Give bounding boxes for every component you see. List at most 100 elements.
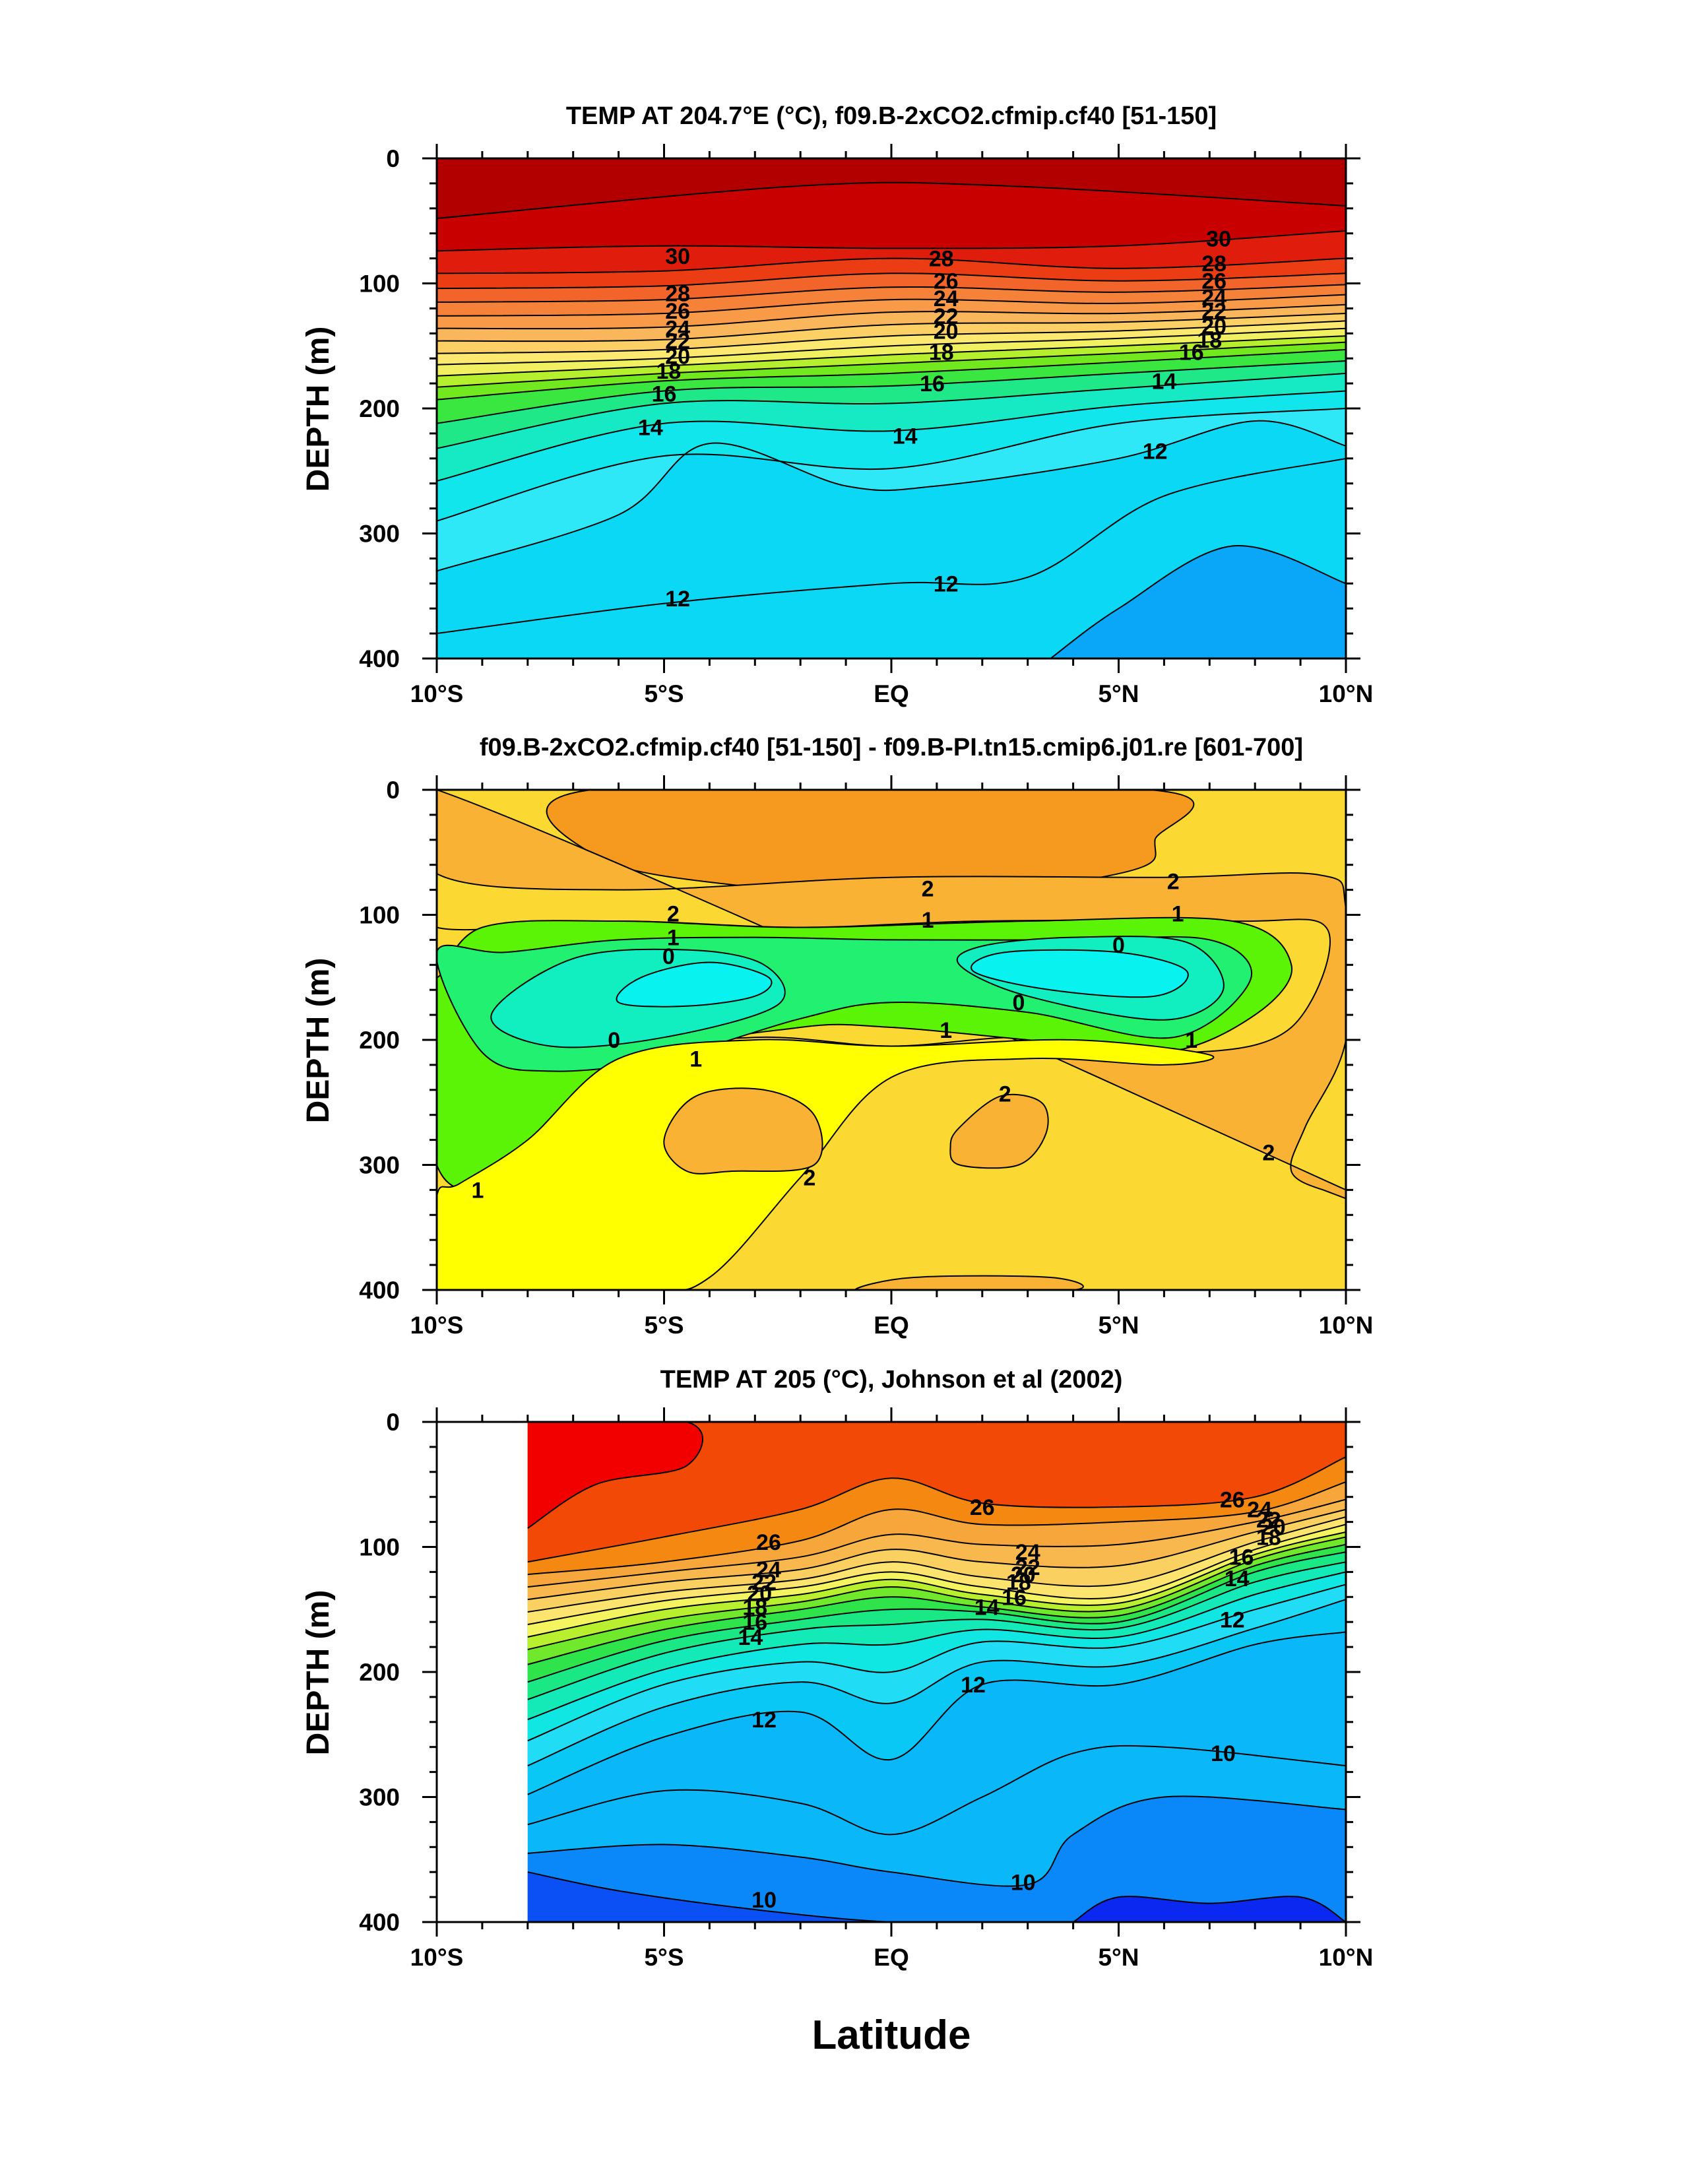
contour-line-24 — [527, 1508, 1346, 1601]
contour-label: 12 — [934, 571, 959, 596]
contour-label: 26 — [1220, 1487, 1245, 1512]
contour-line-13 — [437, 420, 1346, 572]
contour-plot-area: 26 26262424242222222020201818181616161414… — [527, 1422, 1346, 1922]
contour-line-13 — [527, 1631, 1346, 1795]
contour-label: 0 — [608, 1028, 620, 1053]
contour-label: 18 — [1006, 1570, 1031, 1595]
contour-label: 26 — [1201, 269, 1227, 294]
contour-line-11 — [1050, 545, 1346, 658]
x-tick-label: 10°N — [1319, 680, 1374, 707]
contour-label: 12 — [1220, 1607, 1245, 1632]
contour-label: 0 — [1112, 933, 1125, 958]
contour-band-10 — [527, 1872, 1346, 1922]
contour-label: 1 — [922, 908, 934, 933]
contour-label: 0 — [1012, 990, 1025, 1015]
contour-label: 22 — [1256, 1508, 1281, 1533]
panel-title: TEMP AT 205 (°C), Johnson et al (2002) — [660, 1366, 1123, 1394]
contour-label: 24 — [934, 286, 959, 311]
contour-label: 14 — [974, 1595, 1000, 1620]
x-tick-label: 10°N — [1319, 1312, 1374, 1339]
y-tick-label: 200 — [359, 1659, 400, 1686]
contour-region-2.5 — [949, 1093, 1049, 1169]
contour-label: 10 — [1011, 1870, 1036, 1895]
x-tick-label: 5°N — [1098, 1312, 1139, 1339]
contour-line-24 — [437, 304, 1346, 330]
contour-label: 16 — [742, 1610, 767, 1635]
contour-band-28 — [527, 1422, 703, 1529]
x-tick-label: 10°S — [410, 1944, 464, 1971]
contour-label: 2 — [999, 1081, 1011, 1107]
y-axis-label: DEPTH (m) — [301, 958, 336, 1124]
y-tick-label: 300 — [359, 1152, 400, 1179]
y-tick-label: 400 — [359, 645, 400, 672]
contour-label: 28 — [1201, 251, 1227, 276]
contour-label: 22 — [751, 1570, 777, 1595]
contour-label: 18 — [1197, 328, 1222, 353]
contour-label: 1 — [472, 1178, 484, 1203]
x-tick-label: 10°S — [410, 680, 464, 707]
panel-temperature-difference: f09.B-2xCO2.cfmip.cf40 [51-150] - f09.B-… — [301, 734, 1373, 1339]
contour-label: 1 — [1185, 1028, 1197, 1053]
contour-label: 16 — [652, 381, 677, 406]
x-tick-label: 10°N — [1319, 1944, 1374, 1971]
contour-label: 0 — [662, 944, 675, 969]
contour-line-27 — [527, 1456, 1346, 1563]
y-tick-label: 200 — [359, 1027, 400, 1054]
y-axis-label: DEPTH (m) — [301, 1590, 336, 1756]
y-tick-label: 400 — [359, 1909, 400, 1936]
contour-label: 30 — [665, 244, 690, 269]
contour-label: 10 — [751, 1888, 777, 1913]
contour-line-19 — [527, 1543, 1346, 1665]
contour-label: 16 — [920, 371, 945, 397]
contour-line-12 — [527, 1745, 1346, 1836]
contour-label: 12 — [1143, 439, 1168, 464]
contour-line-21 — [437, 327, 1346, 366]
contour-label: 26 — [970, 1495, 995, 1520]
contour-band-11 — [1050, 545, 1346, 658]
contour-label: 12 — [751, 1708, 777, 1733]
contour-label: 20 — [1011, 1562, 1036, 1588]
panel-title: f09.B-2xCO2.cfmip.cf40 [51-150] - f09.B-… — [480, 734, 1303, 761]
contour-label: 2 — [1167, 869, 1180, 894]
contour-band-11 — [527, 1796, 1346, 1922]
contour-line-22 — [527, 1524, 1346, 1625]
contour-region--1 — [616, 961, 773, 1008]
x-tick-label: 5°N — [1098, 680, 1139, 707]
contour-line-29 — [437, 230, 1346, 252]
contour-label: 14 — [893, 424, 918, 449]
contour-line-17 — [527, 1561, 1346, 1700]
contour-line-16 — [437, 372, 1346, 449]
contour-label: 28 — [929, 247, 954, 272]
contour-line-17 — [437, 360, 1346, 424]
contour-label: 2 — [922, 877, 934, 902]
contour-label: 12 — [961, 1673, 986, 1698]
contour-region--1 — [971, 949, 1189, 998]
contour-band-9 — [1073, 1896, 1346, 1922]
contour-label: 12 — [665, 587, 690, 612]
contour-line-23 — [527, 1516, 1346, 1613]
contour-region-2.5 — [663, 1087, 823, 1174]
contour-label: 20 — [665, 344, 690, 369]
contour-label: 20 — [747, 1582, 772, 1607]
contour-label: 2 — [804, 1165, 816, 1190]
y-tick-label: 300 — [359, 521, 400, 548]
contour-label: 16 — [1229, 1545, 1254, 1570]
contour-line-9 — [1073, 1896, 1346, 1922]
x-tick-label: EQ — [874, 1944, 908, 1971]
contour-line-20 — [437, 335, 1346, 377]
contour-label: 14 — [638, 415, 663, 440]
panel-title: TEMP AT 204.7°E (°C), f09.B-2xCO2.cfmip.… — [566, 102, 1217, 130]
contour-line-15 — [527, 1584, 1346, 1742]
contour-label: 24 — [1015, 1540, 1040, 1565]
contour-label: 20 — [934, 319, 959, 344]
x-tick-label: 5°S — [644, 680, 684, 707]
y-tick-label: 100 — [359, 902, 400, 929]
contour-label: 14 — [1225, 1566, 1250, 1591]
contour-label: 26 — [934, 269, 959, 294]
contour-label: 1 — [667, 926, 680, 951]
contour-label: 18 — [742, 1595, 767, 1620]
contour-label: 1 — [689, 1046, 702, 1072]
contour-line-22 — [437, 320, 1346, 354]
